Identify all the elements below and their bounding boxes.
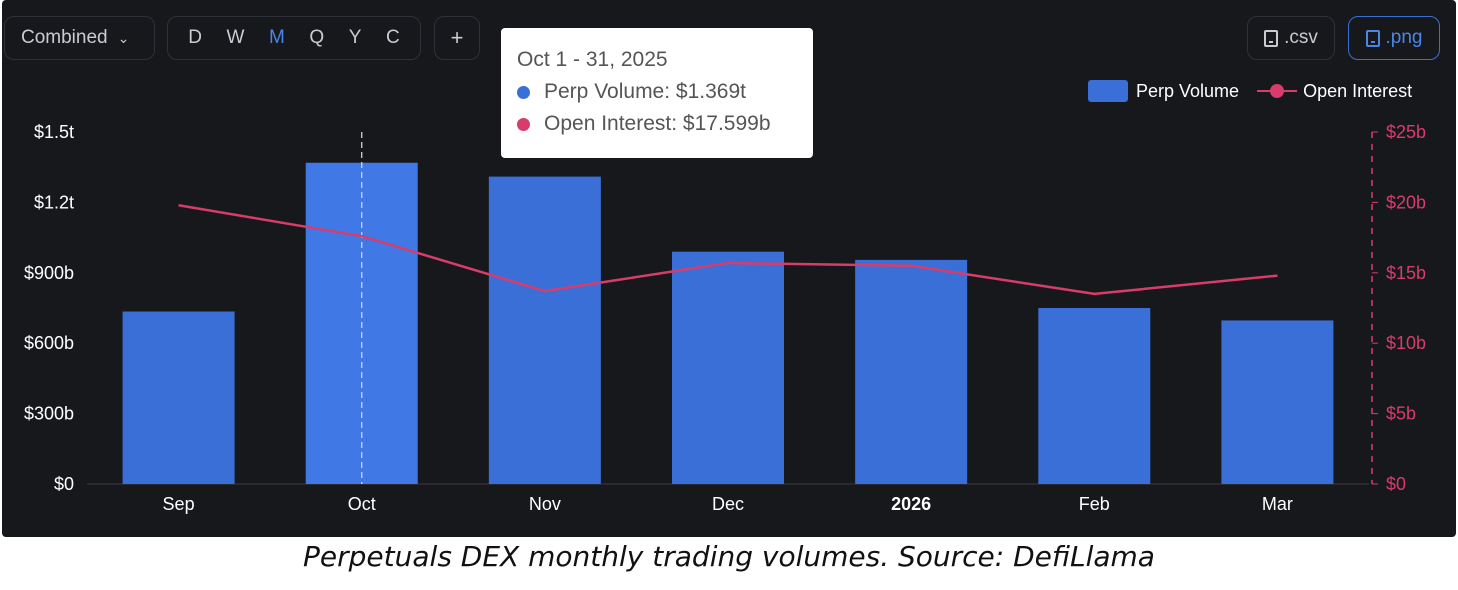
legend-label-open-interest[interactable]: Open Interest <box>1303 80 1413 101</box>
tooltip-value-open-interest: Open Interest: $17.599b <box>544 112 771 135</box>
download-csv-button[interactable]: .csv <box>1247 16 1335 60</box>
bar-perp-volume <box>122 311 235 484</box>
tooltip-row-open-interest: Open Interest: $17.599b <box>517 112 797 136</box>
download-png-button[interactable]: .png <box>1348 16 1440 60</box>
tooltip-row-perp-volume: Perp Volume: $1.369t <box>517 80 797 104</box>
view-dropdown[interactable]: Combined ⌄ <box>4 16 155 60</box>
tooltip-title: Oct 1 - 31, 2025 <box>517 48 668 71</box>
bar-perp-volume <box>1038 308 1151 484</box>
y-left-tick-label: $1.2t <box>34 192 74 212</box>
y-right-tick-label: $0 <box>1386 474 1406 494</box>
period-button-d[interactable]: D <box>188 27 202 48</box>
y-right-tick-label: $10b <box>1386 333 1426 353</box>
x-tick-label: 2026 <box>891 494 931 514</box>
y-left-tick-label: $1.5t <box>34 122 74 142</box>
file-download-icon <box>1264 29 1279 47</box>
x-tick-label: Nov <box>529 494 561 514</box>
x-tick-label: Dec <box>712 494 744 514</box>
bar-perp-volume <box>672 251 784 484</box>
y-right-tick-label: $15b <box>1386 263 1426 283</box>
x-tick-label: Mar <box>1262 494 1293 514</box>
tooltip-dot-perp-volume <box>517 85 530 99</box>
period-button-c[interactable]: C <box>385 27 400 48</box>
x-tick-label: Sep <box>163 494 195 514</box>
tooltip-value-perp-volume: Perp Volume: $1.369t <box>544 80 746 103</box>
x-tick-label: Oct <box>348 494 376 514</box>
legend-swatch-perp-volume[interactable] <box>1088 80 1128 102</box>
bar-perp-volume <box>488 176 601 484</box>
chevron-down-icon: ⌄ <box>117 29 130 46</box>
add-button[interactable]: + <box>434 16 480 60</box>
legend-swatch-open-interest[interactable] <box>1257 80 1298 102</box>
bar-perp-volume <box>855 259 968 484</box>
tooltip-dot-open-interest <box>517 117 530 131</box>
bar-perp-volume <box>1221 320 1334 484</box>
period-button-q[interactable]: Q <box>309 27 325 48</box>
png-label: .png <box>1385 27 1423 48</box>
period-button-w[interactable]: W <box>226 27 245 48</box>
csv-label: .csv <box>1284 27 1318 48</box>
chart-legend: Perp Volume Open Interest <box>1088 80 1412 102</box>
legend-label-perp-volume[interactable]: Perp Volume <box>1136 80 1240 101</box>
chart-panel: Combined ⌄ D W M Q Y C + .csv .png Perp Volum… <box>2 0 1456 537</box>
y-right-tick-label: $25b <box>1386 122 1426 142</box>
y-left-tick-label: $900b <box>24 263 74 283</box>
chart-tooltip: Oct 1 - 31, 2025 Perp Volume: $1.369t Op… <box>501 28 813 158</box>
y-right-tick-label: $5b <box>1386 404 1416 424</box>
file-image-icon <box>1365 29 1380 47</box>
view-dropdown-label: Combined <box>21 27 108 48</box>
period-button-m[interactable]: M <box>269 27 285 48</box>
y-left-tick-label: $300b <box>24 404 74 424</box>
y-left-tick-label: $0 <box>54 474 74 494</box>
y-right-tick-label: $20b <box>1386 192 1426 212</box>
figure-caption: Perpetuals DEX monthly trading volumes. … <box>303 540 1155 573</box>
x-tick-label: Feb <box>1079 494 1110 514</box>
period-button-y[interactable]: Y <box>348 27 362 48</box>
chart-svg: $0 $300b $600b $900b $1.2t $1.5t $0 $5b $10b $15b… <box>24 122 1426 514</box>
y-left-tick-label: $600b <box>24 333 74 353</box>
